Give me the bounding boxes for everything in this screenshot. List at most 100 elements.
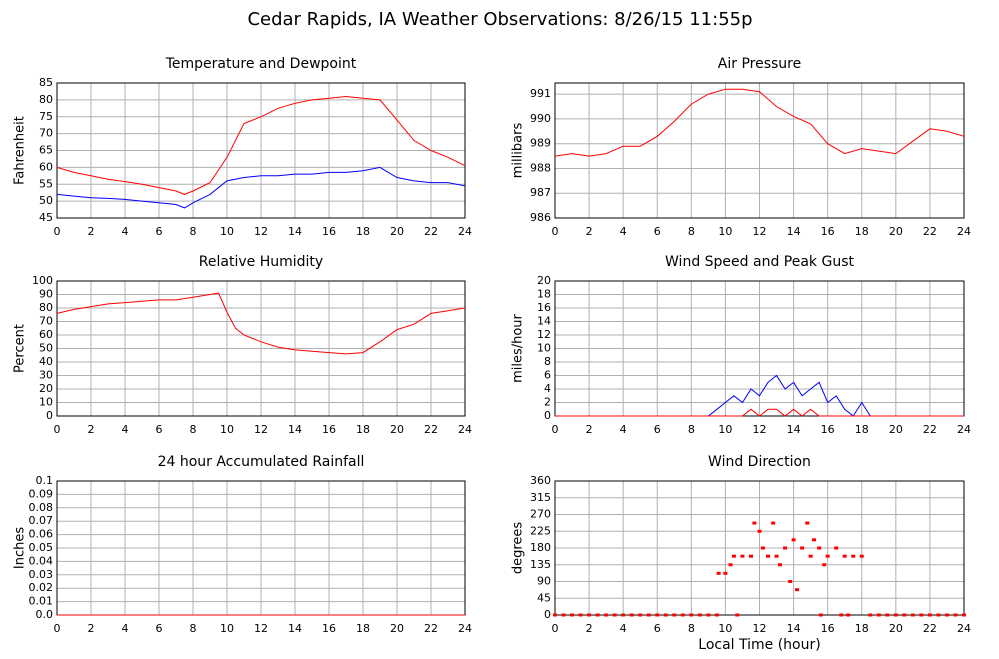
x-tick-label: 18 (356, 622, 370, 635)
y-tick-label: 18 (537, 288, 551, 301)
point (893, 613, 898, 617)
x-tick-label: 14 (288, 622, 302, 635)
y-tick-label: 225 (530, 524, 551, 537)
page-title: Cedar Rapids, IA Weather Observations: 8… (247, 9, 752, 30)
point (760, 546, 765, 550)
point (587, 613, 592, 617)
point (752, 521, 757, 525)
y-tick-label: 0 (544, 608, 551, 621)
x-tick-label: 14 (288, 225, 302, 238)
x-tick-label: 22 (923, 622, 937, 635)
x-tick-label: 6 (654, 622, 661, 635)
point (885, 613, 890, 617)
point (714, 613, 719, 617)
point (655, 613, 660, 617)
x-tick-label: 6 (156, 423, 163, 436)
x-tick-label: 12 (254, 423, 268, 436)
x-tick-label: 10 (718, 622, 732, 635)
plot-frame (554, 82, 965, 219)
x-tick-label: 4 (122, 423, 129, 436)
x-tick-label: 6 (654, 225, 661, 238)
y-tick-label: 0.01 (29, 595, 54, 608)
y-tick-label: 100 (32, 274, 53, 287)
y-tick-label: 2 (544, 396, 551, 409)
x-tick-label: 6 (654, 423, 661, 436)
series-line (56, 166, 466, 209)
x-tick-label: 20 (889, 225, 903, 238)
point (817, 546, 822, 550)
x-tick-label: 6 (156, 622, 163, 635)
point (788, 580, 793, 583)
y-tick-label: 0.1 (36, 474, 54, 487)
y-tick-label: 987 (530, 186, 551, 199)
x-tick-label: 8 (688, 225, 695, 238)
y-tick-label: 20 (39, 382, 53, 395)
y-tick-label: 315 (530, 491, 551, 504)
x-tick-label: 6 (156, 225, 163, 238)
point (919, 613, 924, 617)
y-tick-label: 80 (39, 93, 53, 106)
series-line (555, 408, 964, 417)
x-axis-label: Local Time (hour) (698, 637, 820, 653)
point (629, 613, 634, 617)
y-tick-label: 991 (530, 87, 551, 100)
plot-frame (554, 480, 965, 616)
x-tick-label: 16 (322, 423, 336, 436)
x-tick-label: 18 (356, 225, 370, 238)
y-tick-label: 40 (39, 355, 53, 368)
y-tick-label: 85 (39, 76, 53, 89)
x-tick-label: 0 (54, 622, 61, 635)
y-tick-label: 14 (537, 315, 551, 328)
x-tick-label: 16 (821, 225, 835, 238)
x-tick-label: 14 (787, 225, 801, 238)
plot-frame (56, 280, 466, 417)
y-axis-label: miles/hour (511, 313, 526, 382)
point (706, 613, 711, 617)
point (748, 554, 753, 558)
x-tick-label: 18 (855, 622, 869, 635)
x-tick-label: 4 (620, 423, 627, 436)
point (612, 613, 617, 617)
x-tick-label: 18 (855, 423, 869, 436)
chart-title: Wind Direction (708, 454, 811, 470)
point (842, 554, 847, 558)
x-tick-label: 24 (957, 622, 971, 635)
x-tick-label: 14 (787, 423, 801, 436)
x-tick-label: 24 (458, 622, 472, 635)
x-tick-label: 10 (718, 225, 732, 238)
point (716, 571, 721, 575)
y-tick-label: 60 (39, 328, 53, 341)
point (740, 554, 745, 558)
y-tick-label: 180 (530, 541, 551, 554)
point (561, 613, 566, 617)
x-tick-label: 10 (718, 423, 732, 436)
y-tick-label: 270 (530, 508, 551, 521)
y-tick-label: 0 (544, 409, 551, 422)
point (777, 563, 782, 567)
point (808, 554, 813, 558)
point (578, 613, 583, 617)
point (876, 613, 881, 617)
x-tick-label: 8 (190, 622, 197, 635)
x-tick-label: 2 (88, 423, 95, 436)
y-tick-label: 80 (39, 301, 53, 314)
point (818, 613, 823, 617)
point (757, 529, 762, 533)
x-tick-label: 10 (220, 225, 234, 238)
point (851, 554, 856, 558)
y-tick-label: 990 (530, 112, 551, 125)
y-tick-label: 16 (537, 301, 551, 314)
series-line (56, 292, 466, 355)
x-tick-label: 4 (620, 225, 627, 238)
x-tick-label: 2 (88, 622, 95, 635)
x-tick-label: 8 (190, 225, 197, 238)
chart-title: 24 hour Accumulated Rainfall (158, 454, 365, 470)
x-tick-label: 2 (88, 225, 95, 238)
x-tick-label: 20 (889, 622, 903, 635)
y-tick-label: 60 (39, 160, 53, 173)
point (846, 613, 851, 617)
point (910, 613, 915, 617)
x-tick-label: 22 (923, 423, 937, 436)
series-line (56, 95, 466, 195)
